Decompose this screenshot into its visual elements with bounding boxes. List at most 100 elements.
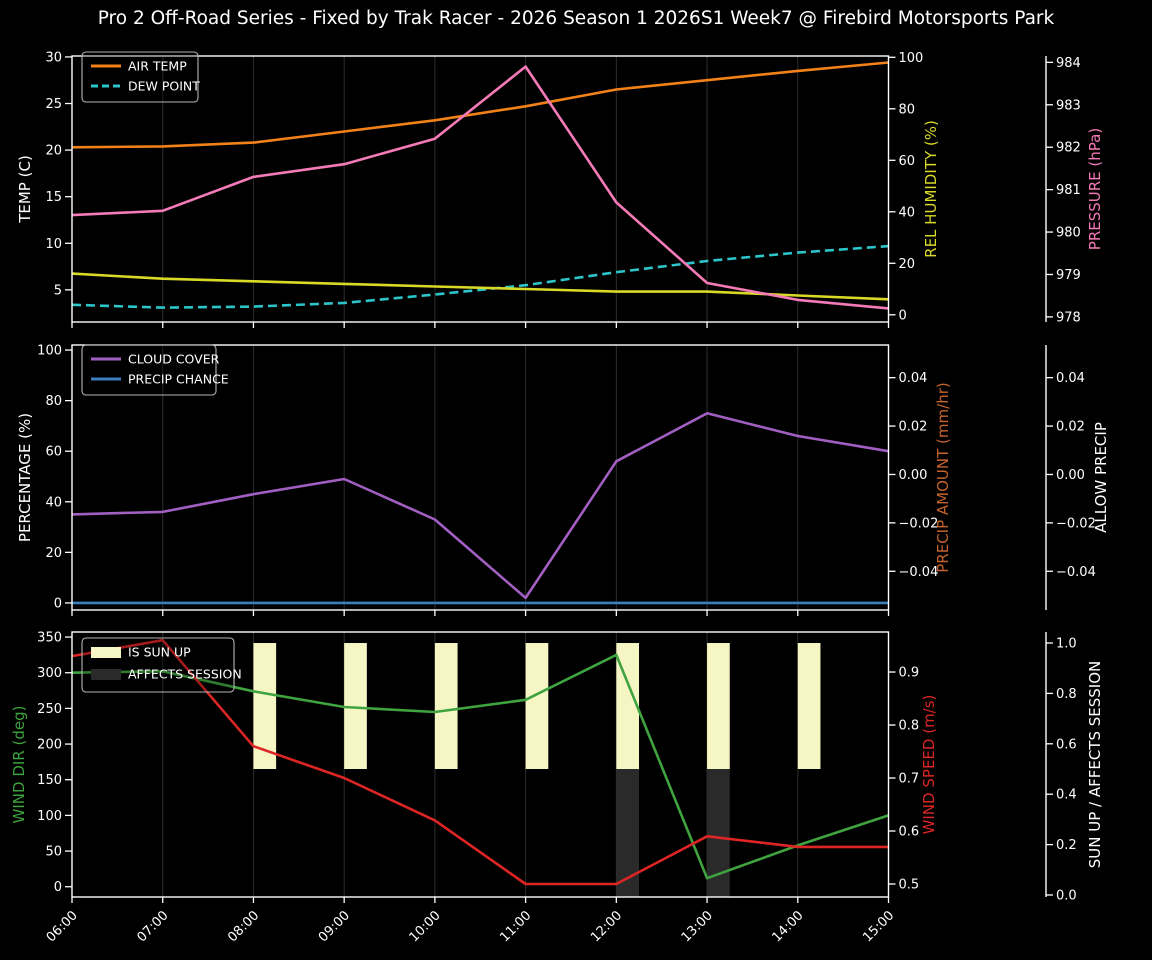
is-sun-up-bar [797,643,821,769]
y-tick-label: −0.04 [1056,565,1096,580]
y-tick-label: 80 [45,394,62,409]
y-tick-label: 0.00 [899,468,928,483]
y-tick-label: 50 [45,845,62,860]
humidity-axis: 0 20 40 60 80 100 REL HUMIDITY (%) [888,51,940,323]
y-tick-label: 0.6 [1056,737,1077,752]
y-tick-label: 60 [899,154,916,169]
is-sun-up-bar [344,643,367,769]
affects-session-bars [616,768,730,897]
y-tick-label: 25 [45,97,62,112]
y-tick-label: 0 [899,308,907,323]
x-tick-label: 09:00 [316,908,353,945]
legend-label: AIR TEMP [128,59,187,74]
y-tick-label: 0.9 [899,666,920,681]
allow-precip-axis-label: ALLOW PRECIP [1092,422,1110,533]
y-tick-label: 0.02 [1056,420,1085,435]
humidity-axis-label: REL HUMIDITY (%) [922,120,940,258]
temperature-chart: 5 10 15 20 25 30 TEMP (C) 0 20 40 60 80 100 REL HUMID… [16,50,1104,328]
y-tick-label: 30 [45,50,62,65]
affects-session-bar [616,768,640,897]
x-tick-label: 15:00 [860,908,897,945]
y-tick-label: 20 [45,546,62,561]
y-tick-label: 5 [54,283,62,298]
x-tick-label: 08:00 [225,908,262,945]
y-tick-label: 60 [45,445,62,460]
y-tick-label: 0.02 [899,420,928,435]
affects-session-bar [707,768,730,897]
x-tick-label: 06:00 [44,908,81,945]
y-tick-label: 40 [45,495,62,510]
x-tick-label: 10:00 [407,908,444,945]
y-tick-label: 983 [1056,98,1081,113]
y-tick-label: 40 [899,205,916,220]
y-tick-label: 982 [1056,141,1081,156]
y-tick-label: 0.04 [899,371,928,386]
legend-swatch [91,647,121,658]
y-tick-label: 979 [1056,268,1081,283]
y-tick-label: −0.02 [899,516,939,531]
y-tick-label: 20 [45,144,62,159]
y-tick-label: 100 [899,51,924,66]
x-tick-label: 11:00 [497,908,534,945]
cloud-cover-line [71,411,889,600]
percentage-axis-label: PERCENTAGE (%) [16,413,34,542]
y-tick-label: 1.0 [1056,637,1077,652]
legend-label: PRECIP CHANCE [128,372,229,387]
legend-label: IS SUN UP [128,645,191,660]
pressure-line [71,65,889,310]
is-sun-up-bars [253,643,821,769]
y-tick-label: 20 [899,257,916,272]
y-tick-label: 0.2 [1056,838,1077,853]
sun-affects-axis: 0.0 0.2 0.4 0.6 0.8 1.0 SUN UP / AFFECTS SESSI… [1045,632,1104,903]
y-tick-label: 10 [45,237,62,252]
y-tick-label: −0.04 [899,565,939,580]
y-tick-label: 0.6 [899,825,920,840]
plot-frame [71,344,890,611]
y-tick-label: 200 [37,738,62,753]
y-tick-label: 0 [54,880,62,895]
y-tick-label: 984 [1056,56,1081,71]
allow-precip-axis: 0.04 0.02 0.00 −0.02 −0.04 ALLOW PRECIP [1045,345,1110,610]
temp-axis-label: TEMP (C) [16,155,34,224]
y-tick-label: 0.8 [1056,687,1077,702]
percentage-axis: 0 20 40 60 80 100 PERCENTAGE (%) [16,344,72,611]
legend: AIR TEMP DEW POINT [81,51,200,103]
page-title: Pro 2 Off-Road Series - Fixed by Trak Ra… [97,8,1055,29]
x-tick-label: 13:00 [679,908,716,945]
x-tick-label: 12:00 [588,908,625,945]
y-tick-label: 0 [54,596,62,611]
y-tick-label: 80 [899,102,916,117]
legend: CLOUD COVER PRECIP CHANCE [81,344,229,396]
x-tick-label: 14:00 [770,908,807,945]
legend-label: CLOUD COVER [128,352,220,367]
plot-frame [71,55,890,323]
y-tick-label: 0.4 [1056,788,1077,803]
pressure-axis: 978 979 980 981 982 983 984 PRESSURE (hPa) [1045,56,1104,325]
cloud-precip-chart: 0 20 40 60 80 100 PERCENTAGE (%) 0.04 0.02 0.00 −0… [16,344,1110,616]
y-tick-label: 100 [37,809,62,824]
y-tick-label: 0.8 [899,719,920,734]
is-sun-up-bar [434,643,458,769]
wind-dir-axis-label: WIND DIR (deg) [10,706,28,824]
pressure-axis-label: PRESSURE (hPa) [1086,128,1104,250]
y-tick-label: 0.0 [1056,888,1077,903]
sun-affects-axis-label: SUN UP / AFFECTS SESSION [1086,661,1104,869]
dew-point-line [71,244,889,309]
y-tick-label: 350 [37,631,62,646]
wind-speed-line [71,638,889,886]
wind-dir-axis: 0 50 100 150 200 250 300 350 WIND DIR (deg) [10,631,72,895]
y-tick-label: 0.04 [1056,371,1085,386]
legend-swatch [91,669,121,680]
precip-amount-axis-label: PRECIP AMOUNT (mm/hr) [934,382,952,572]
is-sun-up-bar [253,643,277,769]
legend-label: DEW POINT [128,79,200,94]
y-tick-label: 0.7 [899,772,920,787]
rel-humidity-line [71,272,889,301]
y-tick-label: 0.00 [1056,468,1085,483]
y-tick-label: −0.02 [1056,516,1096,531]
y-tick-label: 100 [37,344,62,359]
